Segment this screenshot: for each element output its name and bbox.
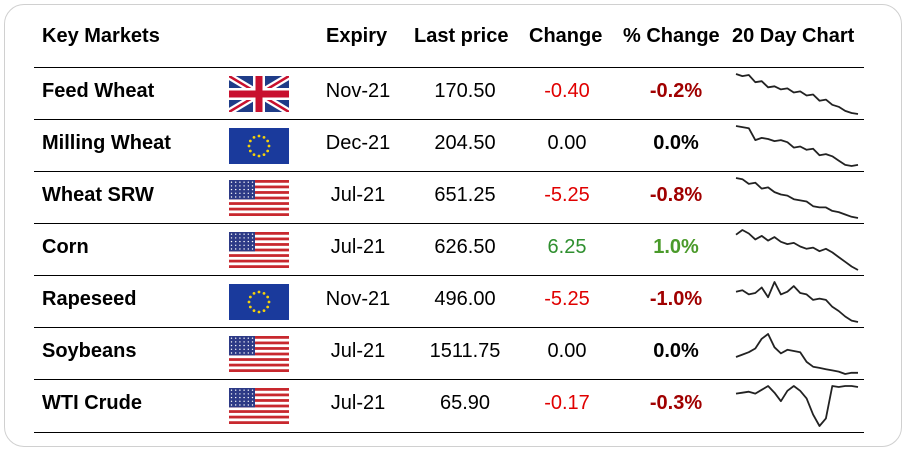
pct-change-value: 1.0%: [653, 236, 699, 258]
last-price-value: 170.50: [434, 80, 496, 102]
last-price-value: 626.50: [434, 236, 496, 258]
market-name: Wheat SRW: [42, 184, 154, 206]
market-name: Corn: [42, 236, 89, 258]
table-row: Milling Wheat Dec-21 204.50 0.00 0.0%: [34, 119, 864, 171]
header-expiry: Expiry: [326, 25, 388, 47]
us-flag-icon: [229, 232, 289, 268]
change-value: -5.25: [544, 288, 590, 310]
change-value: 0.00: [547, 340, 587, 362]
last-price-value: 651.25: [434, 184, 496, 206]
market-name: WTI Crude: [42, 392, 142, 414]
table-row: Feed Wheat Nov-21 170.50 -0.40 -0.2%: [34, 67, 864, 119]
sparkline-series: [735, 125, 859, 167]
20-day-sparkline: [732, 122, 862, 170]
change-value: 6.25: [547, 236, 587, 258]
pct-change-value: -0.3%: [649, 392, 703, 414]
expiry-value: Jul-21: [330, 236, 386, 258]
last-price-value: 65.90: [439, 392, 491, 414]
us-flag-icon: [229, 336, 289, 372]
20-day-sparkline: [732, 330, 862, 378]
last-price-value: 496.00: [434, 288, 496, 310]
header-pct-change: % Change: [623, 25, 720, 47]
change-value: -5.25: [544, 184, 590, 206]
pct-change-value: -0.2%: [649, 80, 703, 102]
sparkline-series: [735, 385, 859, 427]
expiry-value: Jul-21: [330, 392, 386, 414]
table-row: Soybeans Jul-21 1511.75 0.00 0.0%: [34, 327, 864, 379]
20-day-sparkline: [732, 382, 862, 430]
last-price-value: 204.50: [434, 132, 496, 154]
20-day-sparkline: [732, 174, 862, 222]
market-name: Soybeans: [42, 340, 137, 362]
expiry-value: Jul-21: [330, 184, 386, 206]
us-flag-icon: [229, 180, 289, 216]
pct-change-value: -1.0%: [649, 288, 703, 310]
market-name: Milling Wheat: [42, 132, 171, 154]
table-row: Rapeseed Nov-21 496.00 -5.25 -1.0%: [34, 275, 864, 327]
table-row: Wheat SRW Jul-21 651.25 -5.25 -0.8%: [34, 171, 864, 223]
uk-flag-icon: [227, 72, 291, 116]
expiry-value: Jul-21: [330, 340, 386, 362]
us-flag-icon: [229, 388, 289, 424]
sparkline-series: [735, 333, 858, 375]
change-value: -0.17: [544, 392, 590, 414]
pct-change-value: 0.0%: [653, 132, 699, 154]
sparkline-series: [735, 281, 859, 323]
20-day-sparkline: [732, 70, 862, 118]
pct-change-value: 0.0%: [653, 340, 699, 362]
expiry-value: Nov-21: [325, 80, 391, 102]
table-row: Corn Jul-21 626.50 6.25 1.0%: [34, 223, 864, 275]
header-change: Change: [529, 25, 603, 47]
expiry-value: Dec-21: [325, 132, 391, 154]
market-name: Feed Wheat: [42, 80, 155, 102]
table-bottom-rule: [34, 432, 864, 433]
change-value: 0.00: [547, 132, 587, 154]
header-last-price: Last price: [414, 25, 509, 47]
sparkline-series: [735, 177, 859, 219]
pct-change-value: -0.8%: [649, 184, 703, 206]
market-name: Rapeseed: [42, 288, 137, 310]
20-day-sparkline: [732, 226, 862, 274]
header-key-markets: Key Markets: [42, 25, 160, 47]
expiry-value: Nov-21: [325, 288, 391, 310]
20-day-sparkline: [732, 278, 862, 326]
eu-flag-icon: [229, 128, 289, 164]
table-row: WTI Crude Jul-21 65.90 -0.17 -0.3%: [34, 379, 864, 431]
last-price-value: 1511.75: [429, 340, 501, 362]
header-20-day-chart: 20 Day Chart: [732, 25, 855, 47]
change-value: -0.40: [544, 80, 590, 102]
eu-flag-icon: [229, 284, 289, 320]
sparkline-series: [735, 73, 859, 115]
sparkline-series: [735, 229, 859, 271]
